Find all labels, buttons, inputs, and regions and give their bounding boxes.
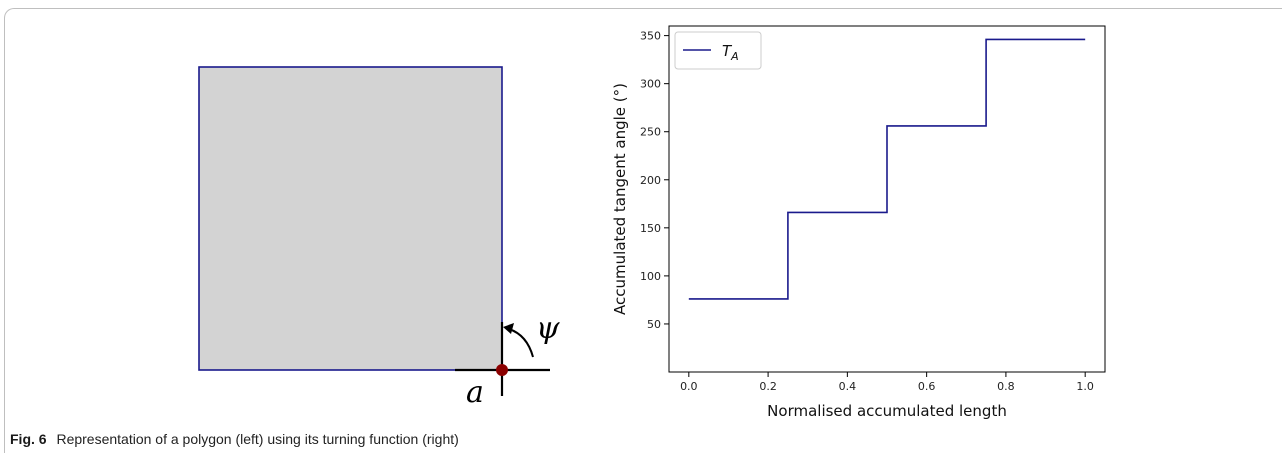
angle-arrow-head — [503, 323, 514, 334]
y-tick-label: 100 — [640, 270, 661, 283]
legend: TA — [674, 31, 762, 70]
caption-figure-label: Fig. 6 — [10, 431, 47, 447]
y-tick-label: 350 — [640, 30, 661, 43]
figure-frame — [4, 8, 1282, 453]
legend-box — [674, 31, 762, 70]
vertex-label-a: a — [466, 375, 484, 410]
y-tick-label: 300 — [640, 78, 661, 91]
y-tick-group: 50 100 150 200 250 300 350 — [640, 30, 669, 331]
y-tick-label: 50 — [647, 318, 661, 331]
vertex-point — [496, 364, 508, 376]
x-axis-label: Normalised accumulated length — [767, 402, 1007, 420]
x-tick-label: 0.0 — [680, 380, 698, 393]
plot-frame — [668, 25, 1106, 373]
x-tick-label: 0.6 — [918, 380, 936, 393]
y-axis-label: Accumulated tangent angle (°) — [611, 83, 629, 315]
series-line-ta — [688, 38, 1086, 300]
polygon-square — [198, 66, 503, 371]
figure-caption: Fig. 6 Representation of a polygon (left… — [10, 431, 459, 447]
y-tick-label: 150 — [640, 222, 661, 235]
x-tick-label: 0.8 — [997, 380, 1015, 393]
y-tick-label: 250 — [640, 126, 661, 139]
polygon-diagram: ψ a — [198, 66, 560, 410]
x-tick-label: 0.4 — [839, 380, 857, 393]
x-tick-label: 1.0 — [1076, 380, 1094, 393]
y-tick-label: 200 — [640, 174, 661, 187]
x-tick-group: 0.0 0.2 0.4 0.6 0.8 1.0 — [680, 372, 1094, 393]
angle-label-psi: ψ — [536, 311, 560, 346]
caption-text: Representation of a polygon (left) using… — [56, 431, 459, 447]
x-tick-label: 0.2 — [759, 380, 777, 393]
